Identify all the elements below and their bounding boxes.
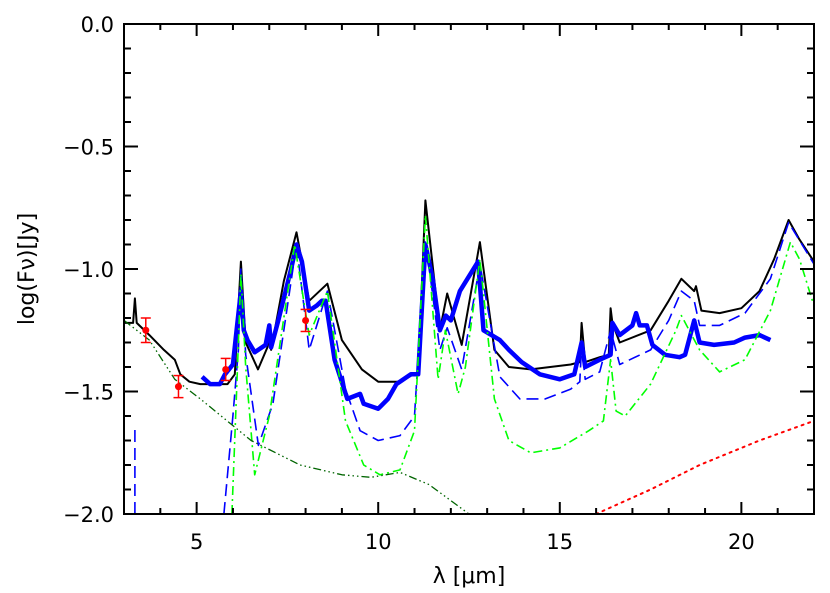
series-line-dashdot bbox=[231, 214, 814, 514]
photometry-points bbox=[140, 308, 311, 399]
data-point bbox=[142, 326, 150, 334]
data-point bbox=[302, 316, 310, 324]
y-tick-label: −1.0 bbox=[63, 258, 114, 282]
x-tick-label: 15 bbox=[546, 530, 573, 554]
data-point bbox=[174, 383, 182, 391]
y-tick-label: −0.5 bbox=[63, 136, 114, 160]
series-layer bbox=[124, 199, 814, 514]
plot-frame bbox=[123, 23, 815, 515]
data-point bbox=[222, 365, 230, 373]
series-line-dotted bbox=[595, 419, 814, 514]
x-axis-label: λ [μm] bbox=[433, 564, 506, 589]
y-tick-labels: 0.0 −0.5 −1.0 −1.5 −2.0 bbox=[63, 13, 114, 527]
series-line-solid bbox=[124, 199, 814, 386]
y-axis-label: log(Fν)[Jy] bbox=[15, 213, 40, 325]
x-tick-label: 5 bbox=[190, 530, 203, 554]
y-tick-label: 0.0 bbox=[81, 13, 114, 37]
series-line-dashdotdot bbox=[124, 319, 470, 514]
x-tick-label: 10 bbox=[365, 530, 392, 554]
series-line-thick bbox=[200, 242, 772, 411]
x-tick-labels: 5 10 15 20 bbox=[190, 530, 755, 554]
y-tick-label: −2.0 bbox=[63, 503, 114, 527]
axis-ticks bbox=[123, 23, 815, 515]
x-tick-label: 20 bbox=[728, 530, 755, 554]
y-tick-label: −1.5 bbox=[63, 381, 114, 405]
